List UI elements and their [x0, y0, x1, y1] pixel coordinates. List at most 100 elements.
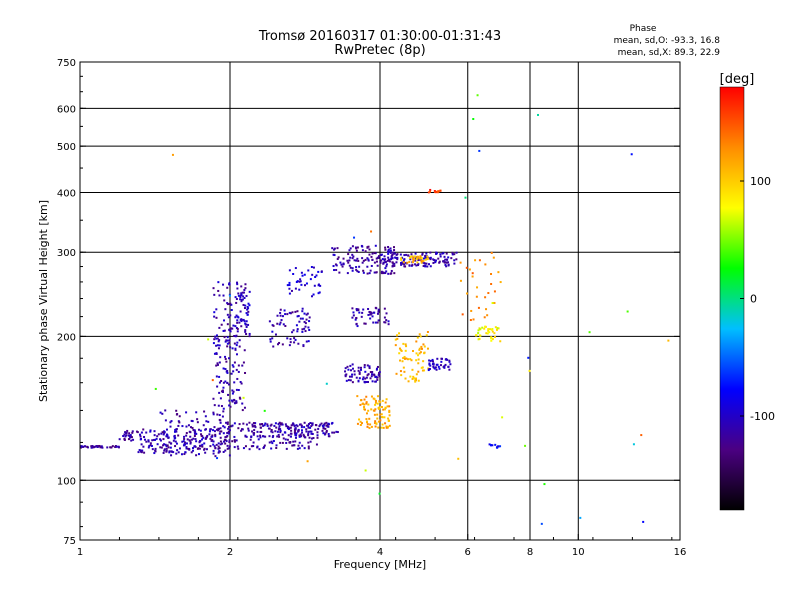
data-point: [349, 266, 352, 269]
data-point: [217, 429, 220, 432]
data-point: [290, 432, 293, 435]
data-point: [400, 263, 403, 266]
x-axis: 1 2 4 6 8 10 16: [77, 534, 686, 558]
data-point: [356, 257, 359, 260]
data-point: [425, 252, 428, 255]
data-point: [370, 264, 373, 267]
data-point: [416, 256, 419, 259]
data-point: [376, 264, 379, 267]
data-point: [159, 439, 162, 442]
data-point: [630, 153, 633, 156]
data-point: [241, 291, 244, 294]
data-point: [331, 431, 334, 434]
data-point: [205, 436, 208, 439]
data-point: [195, 440, 198, 443]
data-point: [294, 267, 297, 270]
data-point: [366, 420, 369, 423]
data-point: [404, 357, 407, 360]
data-point: [192, 428, 195, 431]
data-point: [233, 342, 236, 345]
data-point: [332, 265, 335, 268]
data-point: [385, 260, 388, 263]
data-point: [235, 344, 238, 347]
data-point: [317, 270, 320, 273]
y-tick-label: 500: [57, 142, 76, 153]
data-point: [398, 347, 401, 350]
data-point: [428, 362, 431, 365]
data-point: [365, 401, 368, 404]
data-point: [212, 342, 215, 345]
data-point: [320, 422, 323, 425]
data-point: [230, 309, 233, 312]
data-point: [376, 395, 379, 398]
data-point: [395, 334, 398, 337]
data-point: [168, 441, 171, 444]
data-point: [362, 271, 365, 274]
data-point: [415, 373, 418, 376]
data-point: [468, 268, 471, 271]
data-point: [143, 435, 146, 438]
data-point: [362, 259, 365, 262]
data-point: [434, 191, 437, 194]
data-point: [276, 314, 279, 317]
data-point: [415, 379, 418, 382]
data-point: [393, 272, 396, 275]
data-point: [403, 254, 406, 257]
data-point: [294, 427, 297, 430]
data-point: [314, 428, 317, 431]
data-point: [142, 445, 145, 448]
data-point: [295, 324, 298, 327]
data-point: [219, 421, 222, 424]
data-point: [307, 445, 310, 448]
data-point: [305, 282, 308, 285]
data-point: [217, 347, 220, 350]
data-point: [237, 389, 240, 392]
data-point: [374, 399, 377, 402]
data-point: [359, 423, 362, 426]
data-point: [248, 421, 251, 424]
data-point: [303, 426, 306, 429]
data-point: [306, 460, 309, 463]
data-point: [169, 446, 172, 449]
data-point: [238, 339, 241, 342]
data-point: [476, 94, 479, 97]
data-point: [216, 344, 219, 347]
data-point: [351, 257, 354, 260]
data-point: [294, 432, 297, 435]
data-point: [252, 422, 255, 425]
data-point: [274, 333, 277, 336]
data-point: [170, 454, 173, 457]
data-point: [371, 380, 374, 383]
data-point: [369, 317, 372, 320]
data-point: [230, 425, 233, 428]
data-point: [419, 335, 422, 338]
data-point: [228, 429, 231, 432]
data-point: [201, 443, 204, 446]
data-point: [239, 310, 242, 313]
data-point: [347, 368, 350, 371]
data-point: [310, 437, 313, 440]
data-point: [444, 263, 447, 266]
data-point: [245, 423, 248, 426]
data-point: [418, 347, 421, 350]
data-point: [263, 409, 266, 412]
data-point: [439, 253, 442, 256]
data-point: [387, 252, 390, 255]
data-point: [402, 259, 405, 262]
data-point: [237, 294, 240, 297]
data-point: [243, 406, 246, 409]
data-point: [579, 516, 582, 519]
data-point: [295, 424, 298, 427]
data-point: [336, 258, 339, 261]
data-point: [162, 451, 165, 454]
data-point: [234, 348, 237, 351]
data-point: [447, 264, 450, 267]
data-point: [337, 256, 340, 259]
data-point: [284, 324, 287, 327]
data-point: [383, 316, 386, 319]
data-point: [250, 436, 253, 439]
data-point: [294, 287, 297, 290]
data-point: [434, 366, 437, 369]
data-point: [358, 418, 361, 421]
data-point: [239, 298, 242, 301]
